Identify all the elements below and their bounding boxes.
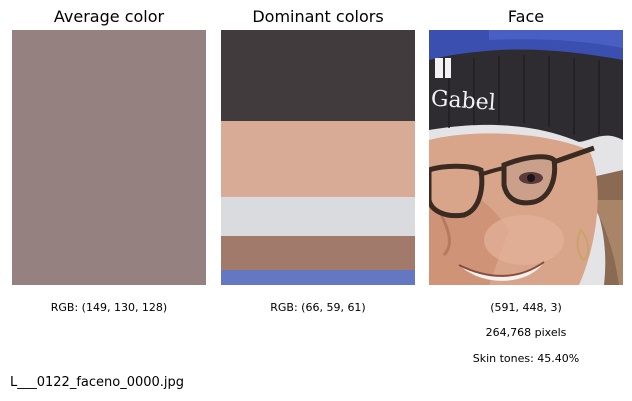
skin-tones-percentage: Skin tones: 45.40% (472, 352, 580, 365)
dominant-color-band (221, 121, 415, 197)
hat-text: Gabel (430, 86, 496, 115)
average-color-title: Average color (53, 7, 165, 26)
dominant-color-rgb: RGB: (66, 59, 61) (270, 301, 366, 314)
dominant-color-band (221, 30, 415, 121)
dominant-colors-swatch (221, 30, 415, 285)
face-title: Face (507, 7, 545, 26)
dominant-color-band (221, 236, 415, 270)
face-shape: (591, 448, 3) (490, 301, 562, 314)
dominant-color-band (221, 197, 415, 236)
face-image: Gabel (429, 30, 623, 285)
average-color-swatch (12, 30, 206, 285)
average-color-rgb: RGB: (149, 130, 128) (50, 301, 168, 314)
filename-label: L___0122_faceno_0000.jpg (10, 375, 185, 390)
face-pixel-count: 264,768 pixels (485, 326, 567, 339)
dominant-colors-title: Dominant colors (252, 7, 384, 26)
dominant-color-band (221, 270, 415, 285)
